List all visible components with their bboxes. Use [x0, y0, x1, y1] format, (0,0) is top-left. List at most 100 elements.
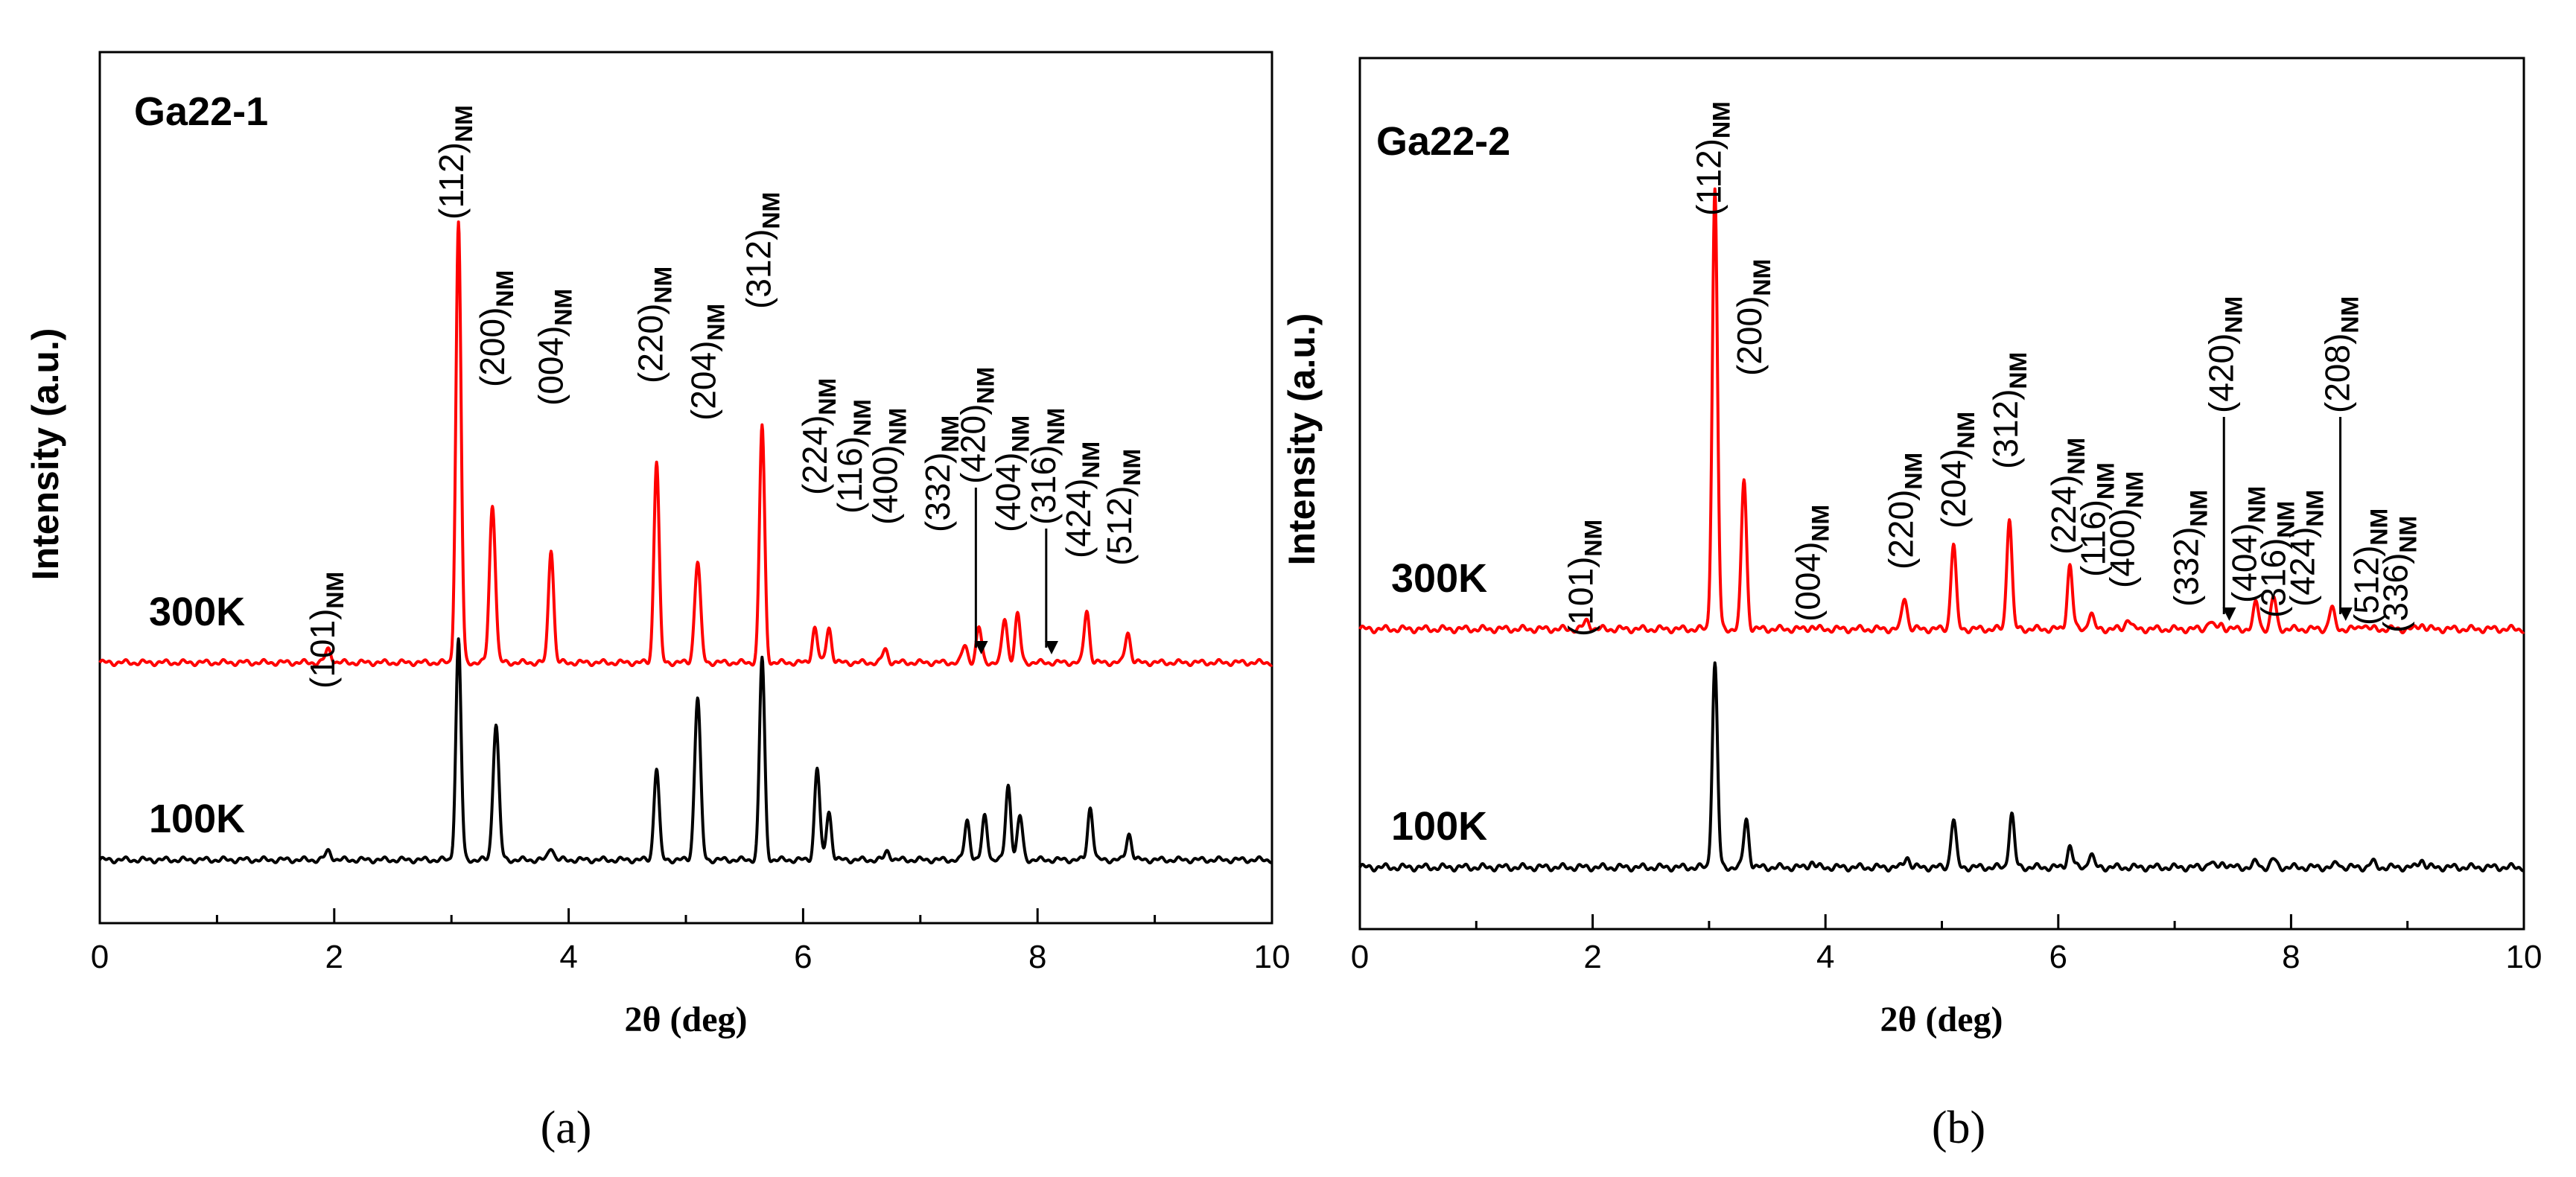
panel-a-peak-label: (332)NM [918, 415, 964, 532]
panel-a-x-tick-label: 2 [325, 939, 343, 975]
panel-b-peak-label-subscript: NM [2395, 516, 2422, 553]
panel-b-peak-label-hkl: (200) [1730, 296, 1769, 376]
panel-a-legend-300k: 300K [149, 590, 245, 634]
panel-a-peak-label: (424)NM [1059, 441, 1104, 558]
panel-a-peak-label: (400)NM [865, 408, 911, 525]
panel-a-x-tick-label: 10 [1254, 939, 1291, 975]
panel-b-peak-label: (200)NM [1730, 259, 1775, 376]
panel-b-peak-label: (332)NM [2166, 490, 2212, 607]
panel-a-peak-label-subscript: NM [451, 105, 477, 142]
panel-b-peak-label: (316)NM [2254, 501, 2300, 618]
panel-b-peak-label-hkl: (208) [2318, 334, 2357, 413]
panel-a-peak-label: (512)NM [1100, 449, 1145, 566]
panel-b-sample-label: Ga22-2 [1376, 119, 1510, 164]
panel-b-label: (b) [1932, 1103, 1985, 1153]
panel-b-peak-label-hkl: (116) [2073, 500, 2112, 577]
panel-b-peak-label-hkl: (004) [1788, 542, 1827, 622]
panel-b-peak-label-subscript: NM [2273, 501, 2300, 538]
panel-a-trace-100k [98, 637, 1273, 865]
panel-a-label: (a) [541, 1103, 592, 1153]
panel-b-peak-labels: (101)NM(112)NM(200)NM(004)NM (220)NM (204)… [1562, 101, 2422, 637]
panel-a-x-axis: 0 2 4 6 8 10 [91, 908, 1291, 975]
panel-b-peak-label-hkl: (316) [2254, 538, 2293, 618]
panel-a-peak-label: (004)NM [532, 289, 577, 406]
panel-a-peak-label: (204)NM [684, 304, 729, 421]
panel-b-peak-label-hkl: (332) [2166, 527, 2205, 607]
panel-b-peak-label-hkl: (112) [1690, 138, 1729, 216]
panel-a-peak-label-subscript: NM [322, 572, 349, 609]
panel-b-peak-label-subscript: NM [2302, 490, 2329, 527]
panel-b-ylabel: Intensity (a.u.) [1281, 313, 1323, 566]
panel-a-legend-100k: 100K [149, 797, 245, 841]
panel-a-peak-label-subscript: NM [702, 304, 729, 341]
panel-b-peak-label-hkl: (336) [2376, 553, 2415, 633]
panel-b-peak-label: (404)NM [2225, 486, 2271, 603]
panel-a-peak-label-hkl: (224) [795, 415, 834, 495]
panel-a-trace-300k [98, 220, 1273, 668]
panel-a-x-tick-label: 8 [1028, 939, 1046, 975]
panel-b-peak-label-hkl: (512) [2347, 546, 2386, 625]
panel-a-peak-label-subscript: NM [1119, 449, 1145, 486]
panel-b-peak-label-subscript: NM [2063, 438, 2090, 475]
panel-a-peak-label-hkl: (200) [473, 307, 512, 387]
panel-a-peak-label-hkl: (220) [632, 304, 670, 383]
panel-b-peak-label-hkl: (101) [1562, 557, 1600, 637]
panel-b-chart: Intensity (a.u.) Ga22-2 300K 100K 0 2 4 6 8 1… [1281, 57, 2542, 1153]
panel-b-peak-label-hkl: (220) [1881, 490, 1920, 570]
panel-b-peak-label: (400)NM [2102, 471, 2148, 588]
panel-b-peak-label: (112)NM [1690, 101, 1735, 216]
panel-a-peak-label-hkl: (204) [684, 341, 722, 421]
panel-b-peak-label-subscript: NM [2244, 486, 2271, 523]
panel-a-peak-label-hkl: (420) [953, 404, 992, 484]
panel-b-peak-label: (116)NM [2073, 462, 2119, 577]
panel-b-peak-label: (204)NM [1934, 412, 1979, 529]
panel-b-peak-label-subscript: NM [2121, 471, 2148, 508]
panel-b-peak-label-subscript: NM [1708, 101, 1735, 138]
panel-a-peak-label-subscript: NM [757, 192, 784, 229]
panel-b-x-tick-label: 10 [2506, 939, 2542, 975]
panel-b-trace-300k [1358, 187, 2525, 635]
panel-a-peak-label: (312)NM [739, 192, 784, 309]
panel-b-trace-100k [1358, 661, 2525, 873]
panel-b-xlabel: 2θ (deg) [1880, 1000, 2003, 1039]
panel-b-x-tick-label: 8 [2282, 939, 2300, 975]
panel-a-peak-label: (200)NM [473, 270, 518, 387]
panel-a-peak-label: (101)NM [303, 572, 349, 689]
panel-b-peak-label-subscript: NM [1580, 520, 1607, 557]
panel-a-peak-label-hkl: (004) [532, 326, 570, 406]
panel-a-peak-label-subscript: NM [884, 408, 911, 445]
panel-b-peak-label-subscript: NM [1807, 505, 1834, 542]
panel-a-traces [98, 220, 1273, 865]
panel-a-sample-label: Ga22-1 [134, 89, 268, 134]
panel-a-peak-label-hkl: (116) [830, 436, 869, 514]
panel-b-peak-label-hkl: (204) [1934, 449, 1973, 529]
panel-a-xlabel: 2θ (deg) [624, 1000, 747, 1039]
panel-b-peak-label: (004)NM [1788, 505, 1834, 622]
panel-a-peak-labels: (101)NM(112)NM(200)NM(004)NM (220)NM(204)… [303, 105, 1145, 689]
panel-b-peak-label-subscript: NM [1953, 412, 1979, 449]
panel-b-peak-label-subscript: NM [2366, 508, 2393, 546]
panel-b-peak-label-subscript: NM [1900, 453, 1927, 490]
panel-b-peak-label: (424)NM [2283, 490, 2329, 607]
panel-a-peak-label-hkl: (400) [865, 445, 904, 525]
panel-a-peak-label-subscript: NM [492, 270, 518, 307]
panel-b-peak-label-hkl: (224) [2044, 475, 2083, 555]
panel-b-peak-label-hkl: (424) [2283, 527, 2322, 607]
panel-a-ylabel: Intensity (a.u.) [25, 328, 66, 581]
panel-a-peak-label-hkl: (404) [989, 453, 1028, 532]
panel-b-peak-label-hkl: (420) [2201, 334, 2240, 413]
panel-b-peak-label: (512)NM [2347, 508, 2393, 625]
panel-a-peak-label: (224)NM [795, 378, 841, 495]
panel-b-peak-label: (420)NM [2201, 296, 2247, 413]
panel-b-peak-label-subscript: NM [2092, 462, 2119, 500]
panel-a-peak-label-hkl: (316) [1024, 445, 1063, 525]
panel-b-legend-300k: 300K [1391, 556, 1487, 601]
panel-a-x-tick-label: 6 [794, 939, 812, 975]
panel-a-peak-label-subscript: NM [972, 367, 999, 404]
panel-a-x-tick-label: 0 [91, 939, 109, 975]
panel-b-peak-label-subscript: NM [1749, 259, 1775, 296]
panel-b-peak-label-subscript: NM [2220, 296, 2247, 334]
panel-a-peak-label-subscript: NM [814, 378, 841, 415]
panel-a-peak-label-hkl: (332) [918, 453, 957, 532]
